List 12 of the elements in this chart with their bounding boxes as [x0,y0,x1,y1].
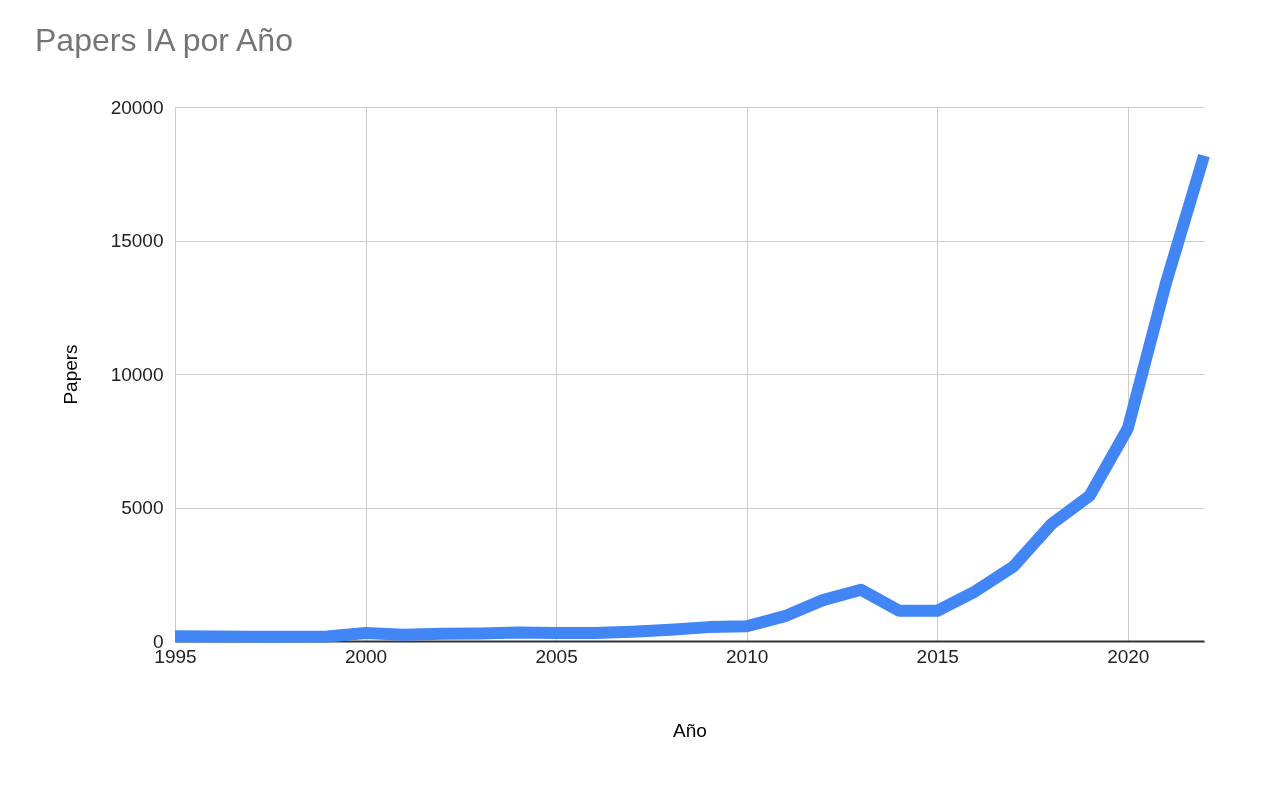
x-tick-label: 2005 [535,645,578,667]
y-tick-label: 5000 [121,497,164,518]
y-axis-title: Papers [59,344,81,405]
x-axis-title: Año [673,719,707,741]
chart-title: Papers IA por Año [35,22,293,58]
x-tick-label: 2015 [916,645,959,667]
x-tick-label: 2010 [726,645,769,667]
x-tick-label: 2000 [344,645,388,667]
y-tick-label: 20000 [110,96,164,118]
x-tick-label: 2020 [1107,645,1150,667]
y-tick-label: 10000 [110,363,164,385]
y-tick-label: 15000 [110,230,164,251]
